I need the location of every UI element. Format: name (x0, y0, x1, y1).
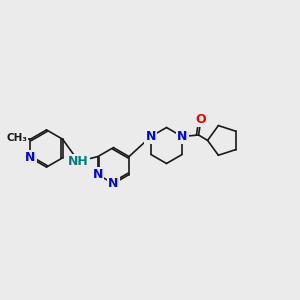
Text: N: N (146, 130, 156, 143)
Text: O: O (196, 113, 206, 126)
Text: N: N (177, 130, 187, 143)
Text: N: N (93, 168, 103, 181)
Text: N: N (108, 177, 118, 190)
Text: N: N (25, 151, 36, 164)
Text: CH₃: CH₃ (6, 133, 27, 143)
Text: NH: NH (68, 155, 89, 168)
